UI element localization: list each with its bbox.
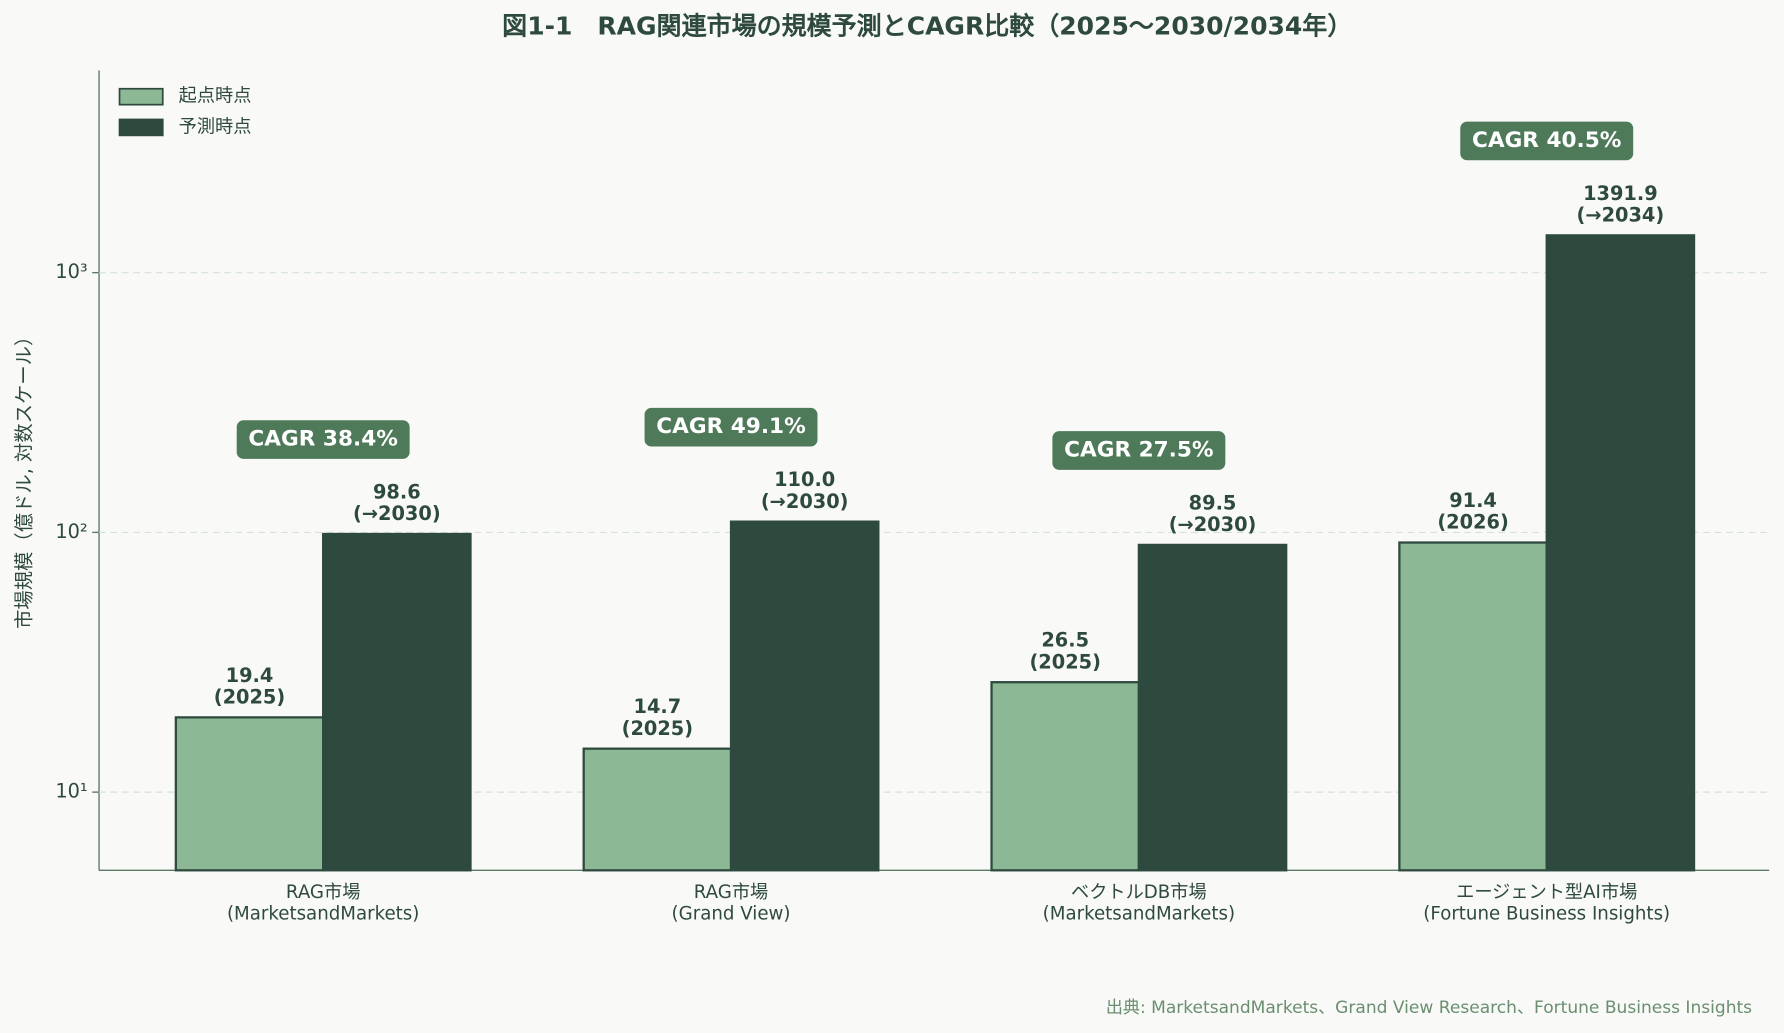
value-label: 110.0 <box>774 468 835 491</box>
value-label: (→2030) <box>1169 513 1257 536</box>
bar <box>174 716 325 872</box>
x-tick-label: (Grand View) <box>672 904 791 925</box>
annotation-text: CAGR 49.1% <box>656 414 805 439</box>
value-label: (2026) <box>1437 511 1508 534</box>
x-tick-label: (Fortune Business Insights) <box>1423 904 1670 925</box>
chart-title: 図1-1 RAG関連市場の規模予測とCAGR比較（2025〜2030/2034年… <box>502 11 1352 40</box>
annotation: CAGR 40.5% <box>1460 121 1634 161</box>
value-label: (→2030) <box>353 502 441 525</box>
annotation: CAGR 49.1% <box>644 407 818 447</box>
legend-label: 予測時点 <box>179 116 252 137</box>
bar <box>322 532 472 872</box>
x-tick-label: ベクトルDB市場 <box>1071 882 1207 903</box>
bar <box>1137 543 1288 872</box>
y-tick-label: 10¹ <box>55 780 87 803</box>
value-label: (→2034) <box>1577 204 1665 227</box>
bar <box>1545 234 1696 872</box>
bar <box>729 520 880 872</box>
annotation-text: CAGR 27.5% <box>1064 437 1213 462</box>
value-label: 91.4 <box>1449 489 1497 512</box>
value-label: 14.7 <box>634 695 682 718</box>
y-tick-label: 10² <box>55 520 87 543</box>
value-label: 1391.9 <box>1583 182 1658 205</box>
x-tick-label: (MarketsandMarkets) <box>227 904 419 925</box>
bar <box>1398 541 1548 872</box>
annotation-text: CAGR 40.5% <box>1472 128 1621 153</box>
x-tick-label: エージェント型AI市場 <box>1456 882 1637 903</box>
value-label: (2025) <box>1029 650 1100 673</box>
annotation-box <box>644 407 818 447</box>
legend-swatch <box>118 118 164 137</box>
legend-swatch <box>118 87 164 106</box>
legend-label: 起点時点 <box>179 86 252 107</box>
value-label: 89.5 <box>1189 491 1237 514</box>
annotation: CAGR 38.4% <box>236 420 410 459</box>
x-tick-label: RAG市場 <box>694 882 769 903</box>
bar <box>582 747 733 872</box>
annotation-box <box>1052 431 1226 470</box>
x-tick-label: RAG市場 <box>286 882 361 903</box>
value-label: 98.6 <box>373 481 421 504</box>
bar <box>990 681 1141 872</box>
value-label: (2025) <box>214 686 285 709</box>
source-note: 出典: MarketsandMarkets、Grand View Researc… <box>1106 998 1752 1018</box>
annotation-box <box>236 420 410 459</box>
annotation-box <box>1460 121 1634 161</box>
value-label: 19.4 <box>226 664 274 687</box>
value-label: (→2030) <box>761 490 849 513</box>
y-axis-label: 市場規模（億ドル, 対数スケール） <box>13 327 36 629</box>
x-tick-label: (MarketsandMarkets) <box>1043 904 1235 925</box>
value-label: 26.5 <box>1041 629 1089 652</box>
y-tick-label: 10³ <box>55 260 87 283</box>
annotation-text: CAGR 38.4% <box>248 427 397 452</box>
value-label: (2025) <box>622 717 693 740</box>
annotation: CAGR 27.5% <box>1052 431 1226 470</box>
